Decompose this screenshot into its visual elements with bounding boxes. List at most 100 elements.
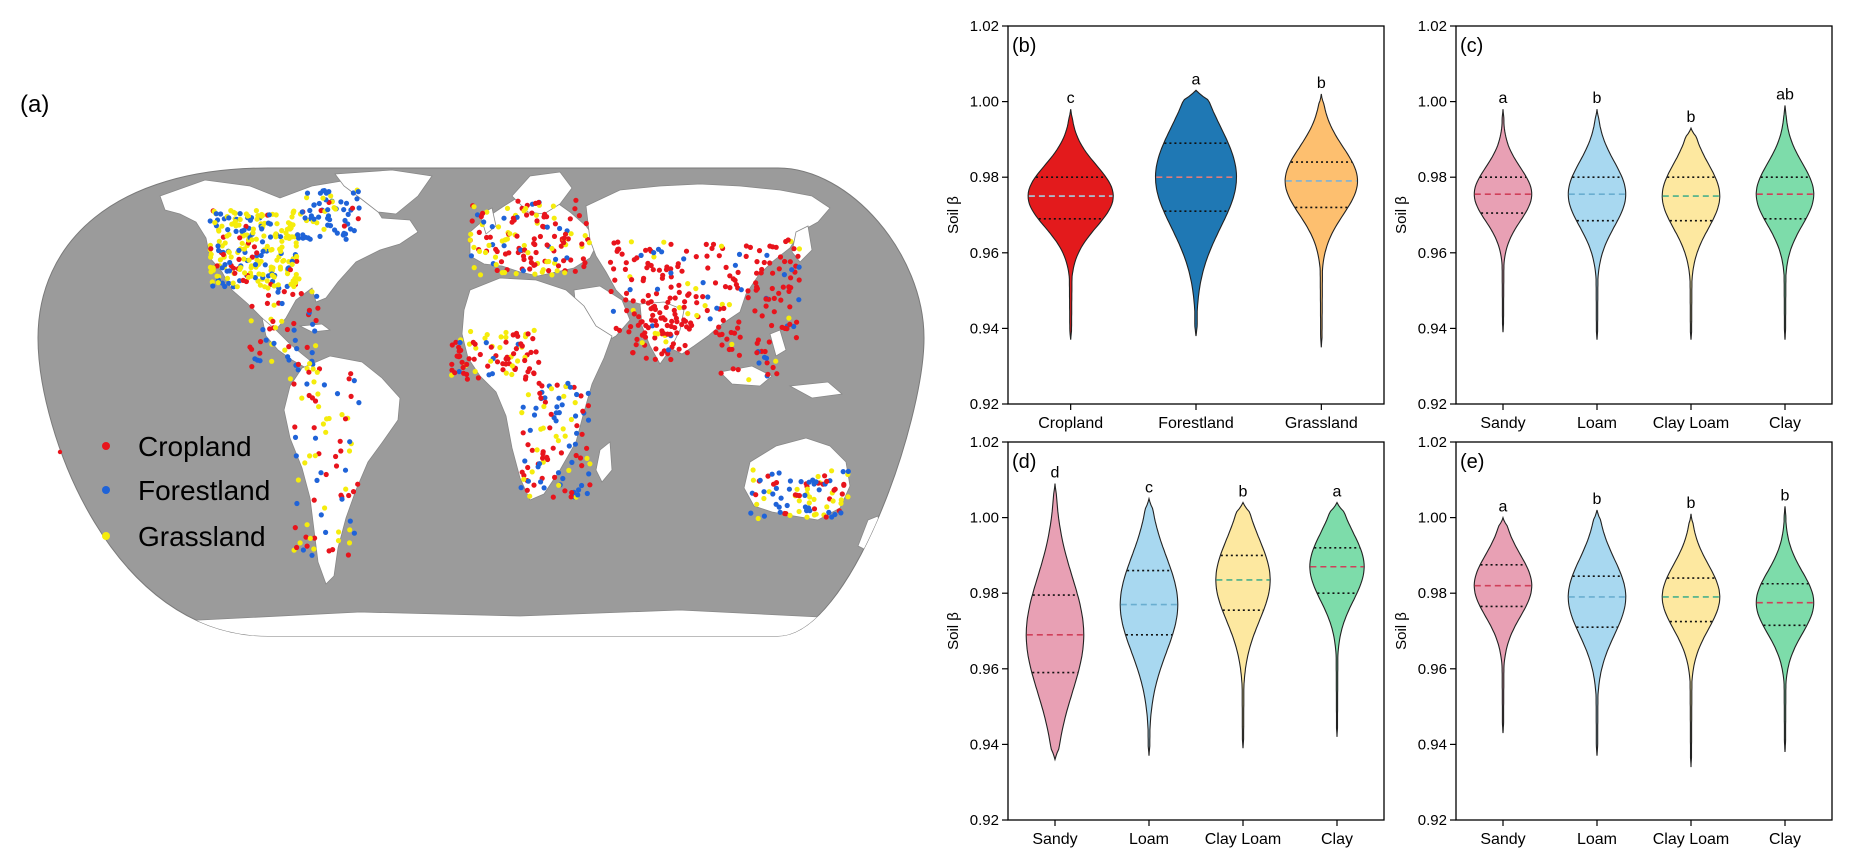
site-dot [554, 382, 560, 388]
site-dot [300, 232, 306, 238]
site-dot [796, 498, 802, 504]
y-tick-label: 0.96 [1418, 661, 1447, 678]
site-dot [300, 547, 306, 553]
site-dot [550, 494, 556, 500]
site-dot [534, 218, 540, 224]
site-dot [785, 237, 791, 243]
site-dot [649, 323, 656, 329]
site-dot [750, 477, 757, 483]
site-dot [540, 451, 546, 457]
site-dot [464, 361, 470, 367]
site-dot [807, 494, 813, 500]
site-dot [626, 329, 632, 335]
site-dot [304, 344, 310, 350]
site-dot [704, 307, 710, 314]
y-tick-label: 1.02 [1418, 18, 1447, 35]
site-dot [548, 386, 555, 392]
site-dot [489, 371, 495, 377]
site-dot [263, 337, 269, 343]
site-dot [754, 259, 760, 265]
site-dot [528, 255, 534, 261]
site-dot [579, 482, 585, 489]
site-dot [640, 278, 646, 284]
site-dot [764, 360, 770, 366]
site-dot [794, 319, 800, 325]
site-dot [838, 510, 844, 516]
site-dot [525, 442, 531, 448]
site-dot [732, 277, 738, 283]
site-dot [484, 332, 490, 338]
site-dot [471, 265, 477, 271]
violin: d [1025, 465, 1085, 762]
y-tick-label: 1.00 [970, 94, 999, 111]
site-dot [309, 350, 315, 356]
site-dot [311, 379, 317, 385]
site-dot [538, 395, 544, 401]
site-dot [667, 295, 673, 301]
site-dot [265, 292, 272, 298]
site-dot [237, 211, 243, 217]
site-dot [346, 492, 352, 499]
site-dot [295, 361, 301, 367]
site-dot [310, 366, 316, 372]
site-dot [284, 326, 290, 333]
site-dot [776, 290, 782, 296]
site-dot [274, 257, 280, 263]
site-dot [347, 226, 354, 232]
continent-greenland [334, 169, 433, 215]
site-dot [681, 256, 687, 262]
site-dot [669, 318, 675, 324]
site-dot [291, 327, 297, 333]
site-dot [525, 369, 531, 375]
site-dot [569, 459, 575, 465]
site-dot [771, 309, 777, 315]
site-dot [551, 233, 558, 239]
site-dot [555, 470, 562, 476]
y-tick-label: 0.98 [1418, 585, 1447, 602]
site-dot [239, 228, 245, 234]
site-dot [557, 225, 563, 232]
site-dot [510, 351, 517, 357]
site-dot [503, 329, 509, 336]
x-tick-label: Sandy [1480, 415, 1525, 432]
site-dot [650, 267, 656, 273]
site-dot [219, 223, 225, 229]
site-dot [529, 210, 535, 216]
site-dot [295, 477, 301, 483]
y-tick-label: 0.98 [1418, 169, 1447, 186]
site-dot [802, 492, 808, 498]
site-dot [686, 291, 692, 297]
site-dot [225, 227, 231, 233]
violin-body [1119, 496, 1179, 756]
site-dot [279, 228, 285, 234]
site-dot [634, 255, 640, 261]
site-dot [284, 283, 290, 289]
continent-south-america [283, 355, 401, 585]
x-tick-label: Clay Loam [1653, 831, 1729, 848]
site-dot [502, 269, 508, 276]
site-dot [321, 226, 327, 232]
site-dot [251, 244, 257, 250]
site-dot [321, 382, 327, 388]
site-dot [735, 269, 741, 275]
site-dot [546, 268, 552, 274]
site-dot [536, 380, 542, 386]
site-dot [472, 368, 478, 375]
site-dot [541, 403, 547, 410]
site-dot [829, 514, 835, 520]
site-dot [525, 464, 531, 471]
violin: a [1154, 71, 1238, 337]
site-dot [547, 425, 553, 431]
site-dot [584, 490, 590, 497]
site-dot [553, 418, 559, 424]
site-dot [584, 445, 590, 451]
site-dot [681, 304, 687, 310]
site-dot [798, 479, 804, 485]
site-dot [471, 356, 477, 362]
site-dot [275, 282, 281, 288]
site-dot [716, 253, 722, 259]
site-dot [306, 369, 312, 375]
site-dot [456, 348, 462, 354]
continent-antarctica [39, 609, 924, 636]
site-dot [555, 438, 562, 444]
